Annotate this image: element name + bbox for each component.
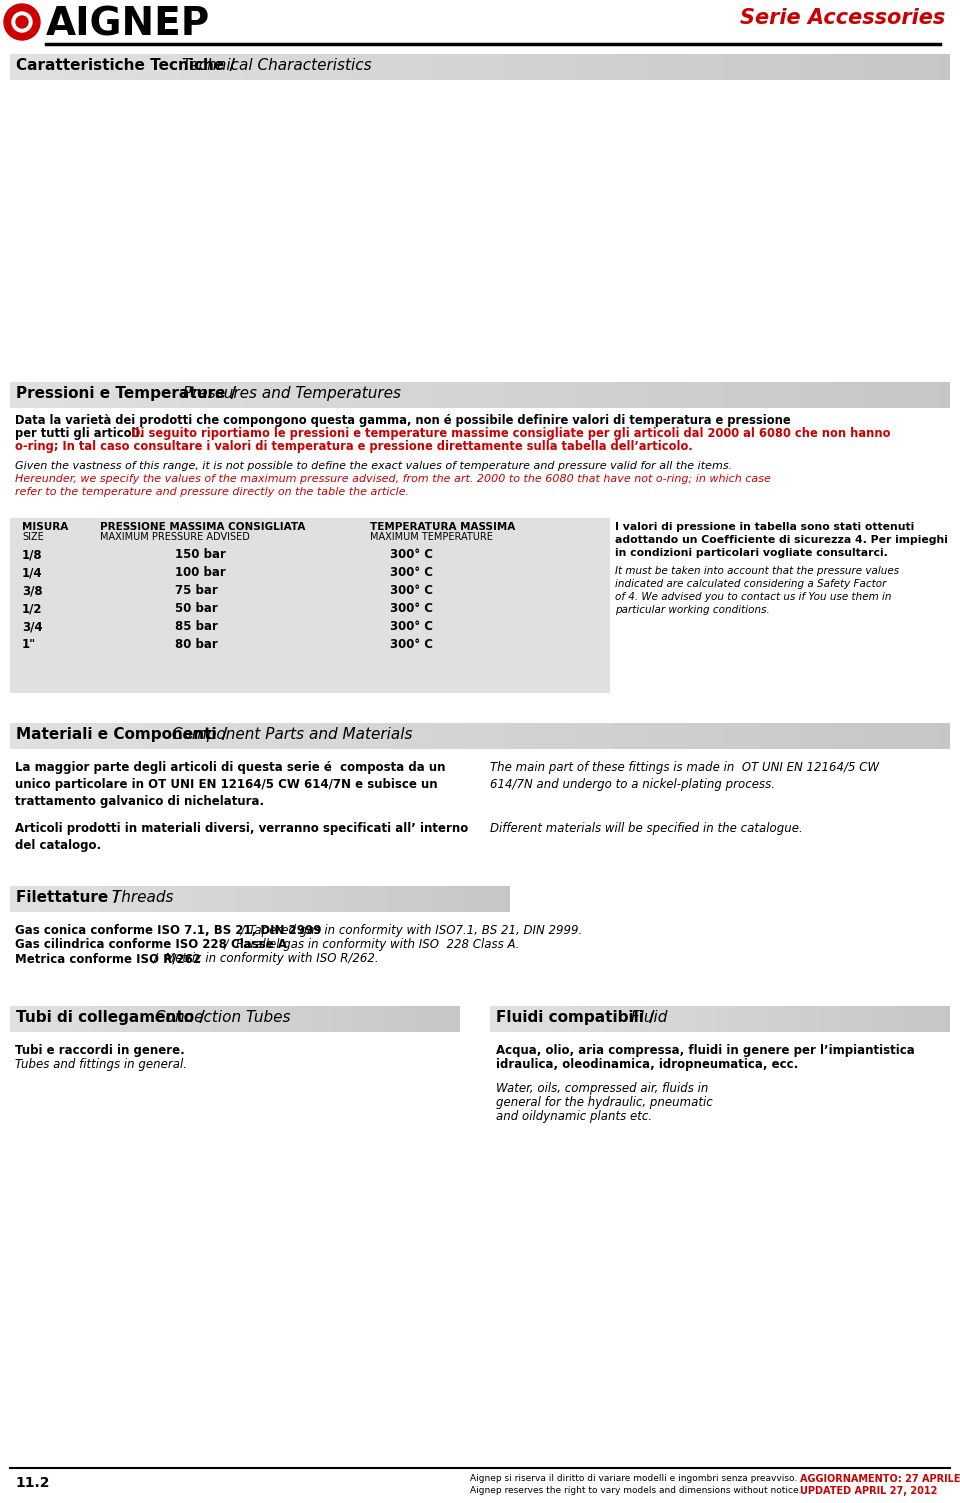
Text: Data la varietà dei prodotti che compongono questa gamma, non é possibile defini: Data la varietà dei prodotti che compong… — [15, 413, 791, 427]
Text: refer to the temperature and pressure directly on the table the article.: refer to the temperature and pressure di… — [15, 487, 409, 497]
Text: Articoli prodotti in materiali diversi, verranno specificati all’ interno: Articoli prodotti in materiali diversi, … — [15, 822, 468, 836]
Text: La maggior parte degli articoli di questa serie é  composta da un: La maggior parte degli articoli di quest… — [15, 761, 445, 774]
Text: Gas cilindrica conforme ISO 228 Classe A: Gas cilindrica conforme ISO 228 Classe A — [15, 938, 287, 951]
Text: Materiali e Componenti /: Materiali e Componenti / — [16, 727, 228, 742]
Text: and oildynamic plants etc.: and oildynamic plants etc. — [496, 1111, 652, 1123]
Text: MAXIMUM TEMPERATURE: MAXIMUM TEMPERATURE — [370, 532, 492, 543]
Text: AIGNEP: AIGNEP — [46, 6, 210, 44]
Text: 1/2: 1/2 — [22, 603, 42, 615]
Text: /  Metric in conformity with ISO R/262.: / Metric in conformity with ISO R/262. — [146, 951, 379, 965]
Text: Gas conica conforme ISO 7.1, BS 21, DIN 2999: Gas conica conforme ISO 7.1, BS 21, DIN … — [15, 924, 322, 936]
Text: 3/4: 3/4 — [22, 621, 42, 633]
Text: It must be taken into account that the pressure values: It must be taken into account that the p… — [615, 567, 900, 576]
Text: del catalogo.: del catalogo. — [15, 839, 101, 852]
Text: Connection Tubes: Connection Tubes — [150, 1010, 291, 1025]
Text: idraulica, oleodinamica, idropneumatica, ecc.: idraulica, oleodinamica, idropneumatica,… — [496, 1058, 799, 1072]
Text: Water, oils, compressed air, fluids in: Water, oils, compressed air, fluids in — [496, 1082, 708, 1096]
Text: Given the vastness of this range, it is not possible to define the exact values : Given the vastness of this range, it is … — [15, 461, 732, 470]
Text: Fluidi compatibili /: Fluidi compatibili / — [496, 1010, 655, 1025]
Text: Di seguito riportiamo le pressioni e temperature massime consigliate per gli art: Di seguito riportiamo le pressioni e tem… — [127, 427, 890, 440]
Text: Pressioni e Temperature /: Pressioni e Temperature / — [16, 386, 236, 401]
Text: 100 bar: 100 bar — [175, 567, 226, 579]
Text: Serie Accessories: Serie Accessories — [740, 8, 945, 29]
Text: Acqua, olio, aria compressa, fluidi in genere per l’impiantistica: Acqua, olio, aria compressa, fluidi in g… — [496, 1045, 915, 1057]
Text: Threads: Threads — [107, 890, 174, 905]
Text: 1/8: 1/8 — [22, 549, 42, 561]
Text: SIZE: SIZE — [22, 532, 44, 543]
Text: per tutti gli articoli.: per tutti gli articoli. — [15, 427, 144, 440]
Text: PRESSIONE MASSIMA CONSIGLIATA: PRESSIONE MASSIMA CONSIGLIATA — [100, 522, 305, 532]
Text: Metrica conforme ISO R/262: Metrica conforme ISO R/262 — [15, 951, 201, 965]
Text: / Tapered gas in conformity with ISO7.1, BS 21, DIN 2999.: / Tapered gas in conformity with ISO7.1,… — [237, 924, 583, 936]
Text: 80 bar: 80 bar — [175, 637, 218, 651]
Text: Hereunder, we specify the values of the maximum pressure advised, from the art. : Hereunder, we specify the values of the … — [15, 473, 771, 484]
Text: Tubi di collegamento /: Tubi di collegamento / — [16, 1010, 205, 1025]
Text: Filettature /: Filettature / — [16, 890, 119, 905]
Text: 75 bar: 75 bar — [175, 585, 218, 597]
Text: general for the hydraulic, pneumatic: general for the hydraulic, pneumatic — [496, 1096, 712, 1109]
Circle shape — [16, 17, 28, 29]
Text: trattamento galvanico di nichelatura.: trattamento galvanico di nichelatura. — [15, 795, 264, 809]
Text: in condizioni particolari vogliate consultarci.: in condizioni particolari vogliate consu… — [615, 549, 888, 558]
Text: unico particolare in OT UNI EN 12164/5 CW 614/7N e subisce un: unico particolare in OT UNI EN 12164/5 C… — [15, 779, 438, 791]
Text: Technical Characteristics: Technical Characteristics — [178, 59, 372, 74]
Text: /  Parallel gas in conformity with ISO  228 Class A.: / Parallel gas in conformity with ISO 22… — [217, 938, 519, 951]
Text: 300° C: 300° C — [390, 621, 433, 633]
Text: 300° C: 300° C — [390, 585, 433, 597]
Text: adottando un Coefficiente di sicurezza 4. Per impieghi: adottando un Coefficiente di sicurezza 4… — [615, 535, 948, 546]
Bar — [10, 519, 610, 693]
Text: Tubes and fittings in general.: Tubes and fittings in general. — [15, 1058, 187, 1072]
Circle shape — [4, 5, 40, 41]
Text: Caratteristiche Tecniche / Technical Characteristics: Caratteristiche Tecniche / Technical Cha… — [16, 59, 454, 74]
Text: particular working conditions.: particular working conditions. — [615, 606, 770, 615]
Text: 11.2: 11.2 — [15, 1476, 50, 1489]
Text: Component Parts and Materials: Component Parts and Materials — [167, 727, 413, 742]
Text: UPDATED APRIL 27, 2012: UPDATED APRIL 27, 2012 — [800, 1486, 937, 1495]
Text: Caratteristiche Tecniche /: Caratteristiche Tecniche / — [16, 59, 235, 74]
Text: 1": 1" — [22, 637, 36, 651]
Text: 300° C: 300° C — [390, 549, 433, 561]
Text: of 4. We advised you to contact us if You use them in: of 4. We advised you to contact us if Yo… — [615, 592, 892, 603]
Text: 3/8: 3/8 — [22, 585, 42, 597]
Text: 1/4: 1/4 — [22, 567, 42, 579]
Text: I valori di pressione in tabella sono stati ottenuti: I valori di pressione in tabella sono st… — [615, 522, 914, 532]
Text: 614/7N and undergo to a nickel-plating process.: 614/7N and undergo to a nickel-plating p… — [490, 779, 775, 791]
Text: Aignep si riserva il diritto di variare modelli e ingombri senza preavviso.: Aignep si riserva il diritto di variare … — [470, 1474, 797, 1483]
Text: Fluid: Fluid — [626, 1010, 667, 1025]
Text: 150 bar: 150 bar — [175, 549, 226, 561]
Text: AGGIORNAMENTO: 27 APRILE 2012: AGGIORNAMENTO: 27 APRILE 2012 — [800, 1474, 960, 1483]
Text: o-ring; In tal caso consultare i valori di temperatura e pressione direttamente : o-ring; In tal caso consultare i valori … — [15, 440, 693, 452]
Text: 300° C: 300° C — [390, 567, 433, 579]
Text: 300° C: 300° C — [390, 637, 433, 651]
Text: 300° C: 300° C — [390, 603, 433, 615]
Text: TEMPERATURA MASSIMA: TEMPERATURA MASSIMA — [370, 522, 516, 532]
Text: Tubi e raccordi in genere.: Tubi e raccordi in genere. — [15, 1045, 184, 1057]
Text: MAXIMUM PRESSURE ADVISED: MAXIMUM PRESSURE ADVISED — [100, 532, 250, 543]
Text: Different materials will be specified in the catalogue.: Different materials will be specified in… — [490, 822, 803, 836]
Text: MISURA: MISURA — [22, 522, 68, 532]
Text: 85 bar: 85 bar — [175, 621, 218, 633]
Text: 50 bar: 50 bar — [175, 603, 218, 615]
Text: Pressures and Temperatures: Pressures and Temperatures — [179, 386, 401, 401]
Text: indicated are calculated considering a Safety Factor: indicated are calculated considering a S… — [615, 579, 886, 589]
Circle shape — [12, 12, 32, 32]
Text: The main part of these fittings is made in  OT UNI EN 12164/5 CW: The main part of these fittings is made … — [490, 761, 879, 774]
Text: Aignep reserves the right to vary models and dimensions without notice.: Aignep reserves the right to vary models… — [470, 1486, 802, 1495]
